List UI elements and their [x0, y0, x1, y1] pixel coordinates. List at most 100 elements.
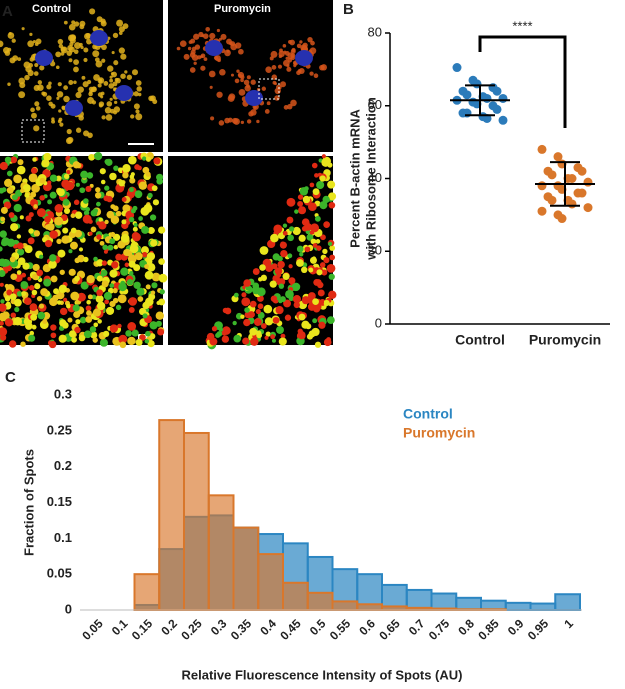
spot — [4, 295, 11, 302]
data-point — [492, 104, 502, 114]
inset-box — [258, 78, 280, 100]
cell-signal — [307, 36, 313, 43]
spot — [314, 173, 319, 178]
spot — [250, 337, 259, 346]
cell-signal — [41, 91, 46, 96]
cell-signal — [218, 120, 225, 126]
spot — [0, 258, 7, 267]
cell-signal — [107, 65, 114, 72]
spot — [312, 243, 318, 248]
spot — [321, 269, 328, 276]
panel-label: B — [343, 1, 354, 18]
spot — [0, 327, 8, 337]
cell-signal — [264, 109, 270, 114]
cell-signal — [220, 33, 227, 40]
spot — [321, 154, 326, 159]
spot — [109, 324, 118, 333]
cell-signal — [113, 60, 119, 66]
spot — [28, 334, 36, 342]
spot — [142, 301, 150, 310]
spot — [307, 292, 316, 300]
spot — [293, 301, 301, 309]
cell-signal — [235, 42, 242, 49]
spot — [40, 288, 49, 297]
spot — [146, 252, 156, 261]
spot — [296, 259, 304, 267]
spot — [115, 210, 122, 217]
spot — [241, 292, 247, 298]
spot — [39, 254, 44, 259]
cell-signal — [118, 26, 125, 33]
spot — [297, 200, 304, 207]
spot — [206, 332, 215, 341]
spot — [243, 279, 251, 287]
spot — [85, 315, 93, 323]
x-tick-label: 0.6 — [356, 616, 378, 638]
panel-label: C — [5, 369, 16, 386]
spot — [58, 334, 67, 343]
spot — [94, 151, 103, 161]
spot — [16, 242, 24, 250]
cell-signal — [209, 32, 216, 40]
cell-signal — [243, 79, 250, 86]
spot — [4, 178, 13, 188]
spot — [134, 252, 143, 261]
spot — [249, 300, 257, 308]
cell-signal — [193, 61, 197, 65]
spot — [88, 219, 93, 224]
cell-signal — [60, 46, 66, 52]
spot — [277, 260, 285, 269]
spot — [32, 157, 37, 162]
x-tick-label: 0.3 — [208, 616, 230, 638]
spot — [104, 185, 110, 191]
cell-signal — [289, 39, 296, 46]
cell-signal — [109, 75, 113, 79]
cell-signal — [238, 88, 246, 96]
cell-signal — [302, 42, 308, 48]
spot — [46, 223, 55, 231]
spot — [117, 167, 123, 173]
spot — [86, 310, 92, 316]
spot — [89, 183, 94, 188]
cell-signal — [55, 51, 62, 58]
spot — [109, 172, 117, 181]
spot — [109, 269, 118, 278]
spot — [270, 334, 276, 340]
cell-signal — [277, 64, 283, 69]
cell-signal — [83, 57, 88, 63]
spot — [301, 266, 308, 274]
cell-signal — [18, 77, 26, 85]
spot — [83, 330, 92, 339]
data-point — [537, 181, 547, 191]
spot — [312, 298, 319, 305]
spot — [323, 257, 330, 264]
cell-signal — [278, 54, 283, 59]
x-tick-label: 0.95 — [525, 616, 552, 643]
spot — [312, 318, 318, 324]
spot — [85, 305, 92, 312]
spot — [129, 177, 136, 184]
x-tick-label: Puromycin — [529, 332, 601, 348]
spot — [270, 295, 278, 302]
spot — [105, 306, 115, 315]
spot — [127, 254, 137, 264]
cell-signal — [216, 28, 220, 33]
data-point — [567, 199, 577, 209]
data-point — [492, 86, 502, 96]
spot — [275, 306, 284, 315]
spot — [280, 249, 288, 258]
spot — [276, 326, 284, 334]
spot — [67, 317, 73, 323]
cell-signal — [179, 40, 187, 48]
spot — [85, 185, 92, 193]
spot — [310, 238, 317, 245]
spot — [305, 323, 312, 330]
cell-signal — [100, 20, 107, 27]
spot — [31, 324, 37, 330]
spot — [100, 179, 106, 185]
cell-signal — [23, 61, 31, 69]
spot — [135, 338, 143, 346]
spot — [25, 322, 33, 330]
cell-signal — [116, 19, 124, 27]
panel-label: A — [2, 3, 13, 20]
